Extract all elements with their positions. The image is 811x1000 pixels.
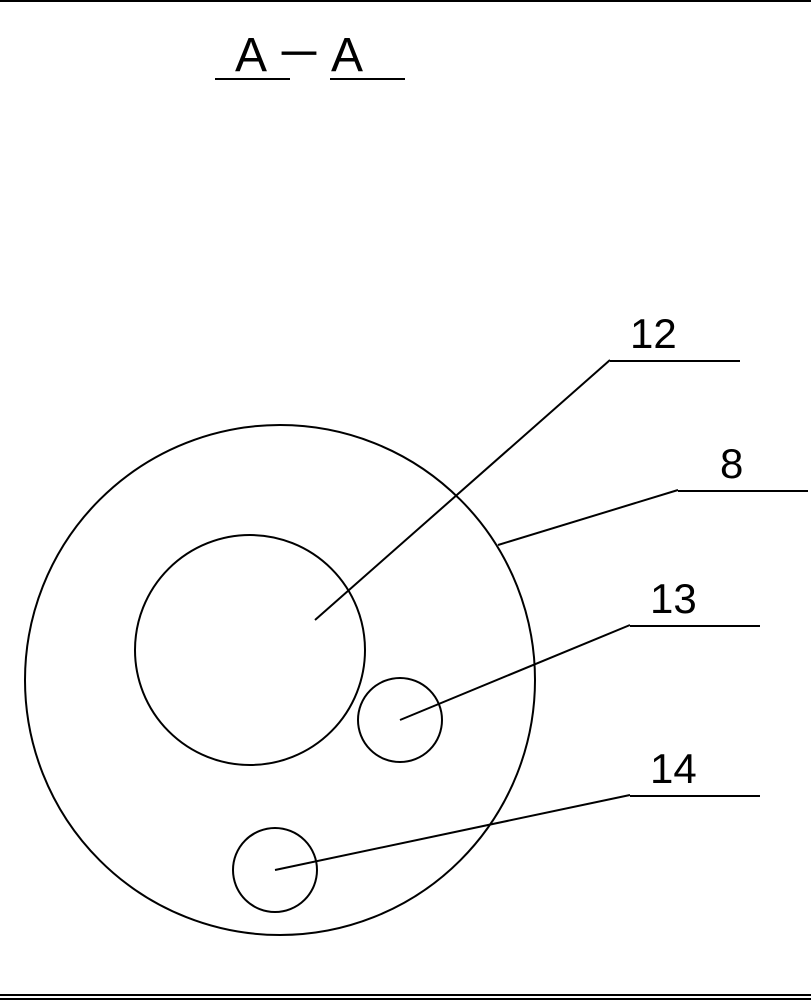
callout-underline-13	[630, 625, 760, 627]
leader-13	[400, 625, 630, 720]
leader-14	[275, 795, 630, 870]
callout-label-13: 13	[650, 575, 697, 623]
callout-label-12: 12	[630, 310, 677, 358]
callout-underline-14	[630, 795, 760, 797]
diagram-svg	[0, 0, 811, 1000]
callout-label-8: 8	[720, 440, 743, 488]
inner-circle	[135, 535, 365, 765]
callout-label-14: 14	[650, 745, 697, 793]
callout-underline-8	[678, 490, 808, 492]
leader-12	[315, 360, 610, 620]
leader-8	[498, 490, 678, 545]
outer-circle	[25, 425, 535, 935]
callout-underline-12	[610, 360, 740, 362]
